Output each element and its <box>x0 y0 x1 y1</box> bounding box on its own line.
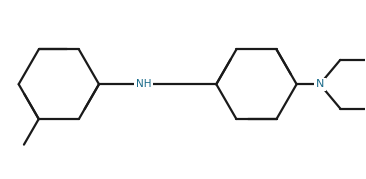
Text: N: N <box>315 79 324 89</box>
Text: NH: NH <box>136 79 151 89</box>
